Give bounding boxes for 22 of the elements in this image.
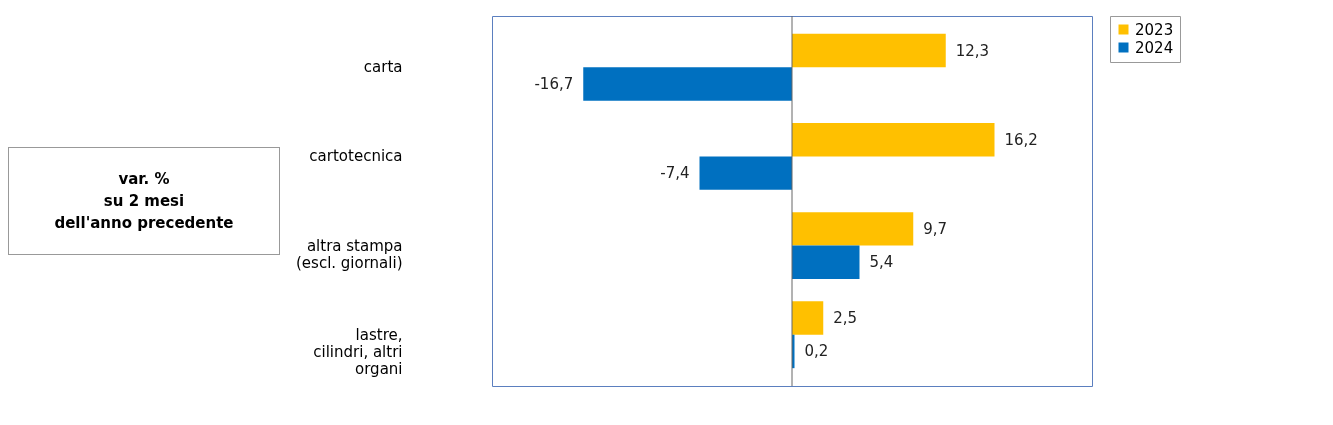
data-label: 12,3 [955,41,990,60]
bar [792,33,946,68]
y-tick-label: lastre, cilindri, altri organi [313,325,403,378]
bar [583,67,792,101]
data-label: -7,4 [660,164,690,183]
y-tick-label: cartotecnica [309,147,403,166]
bar [792,212,914,246]
y-tick-label: carta [363,58,403,77]
bar [792,122,995,157]
bar [699,156,792,190]
data-label: -16,7 [534,74,574,93]
data-label: 2,5 [833,309,858,328]
data-label: 5,4 [869,253,894,272]
bar [792,301,824,335]
legend-label: 2024 [1135,38,1174,57]
legend-label: 2023 [1135,20,1174,39]
text: var. % su 2 mesi dell'anno precedente [8,147,280,255]
data-label: 16,2 [1004,130,1038,149]
data-label: 0,2 [804,342,829,361]
bar [792,245,860,280]
data-label: 9,7 [923,219,948,238]
y-tick-label: altra stampa (escl. giornali) [295,236,403,272]
